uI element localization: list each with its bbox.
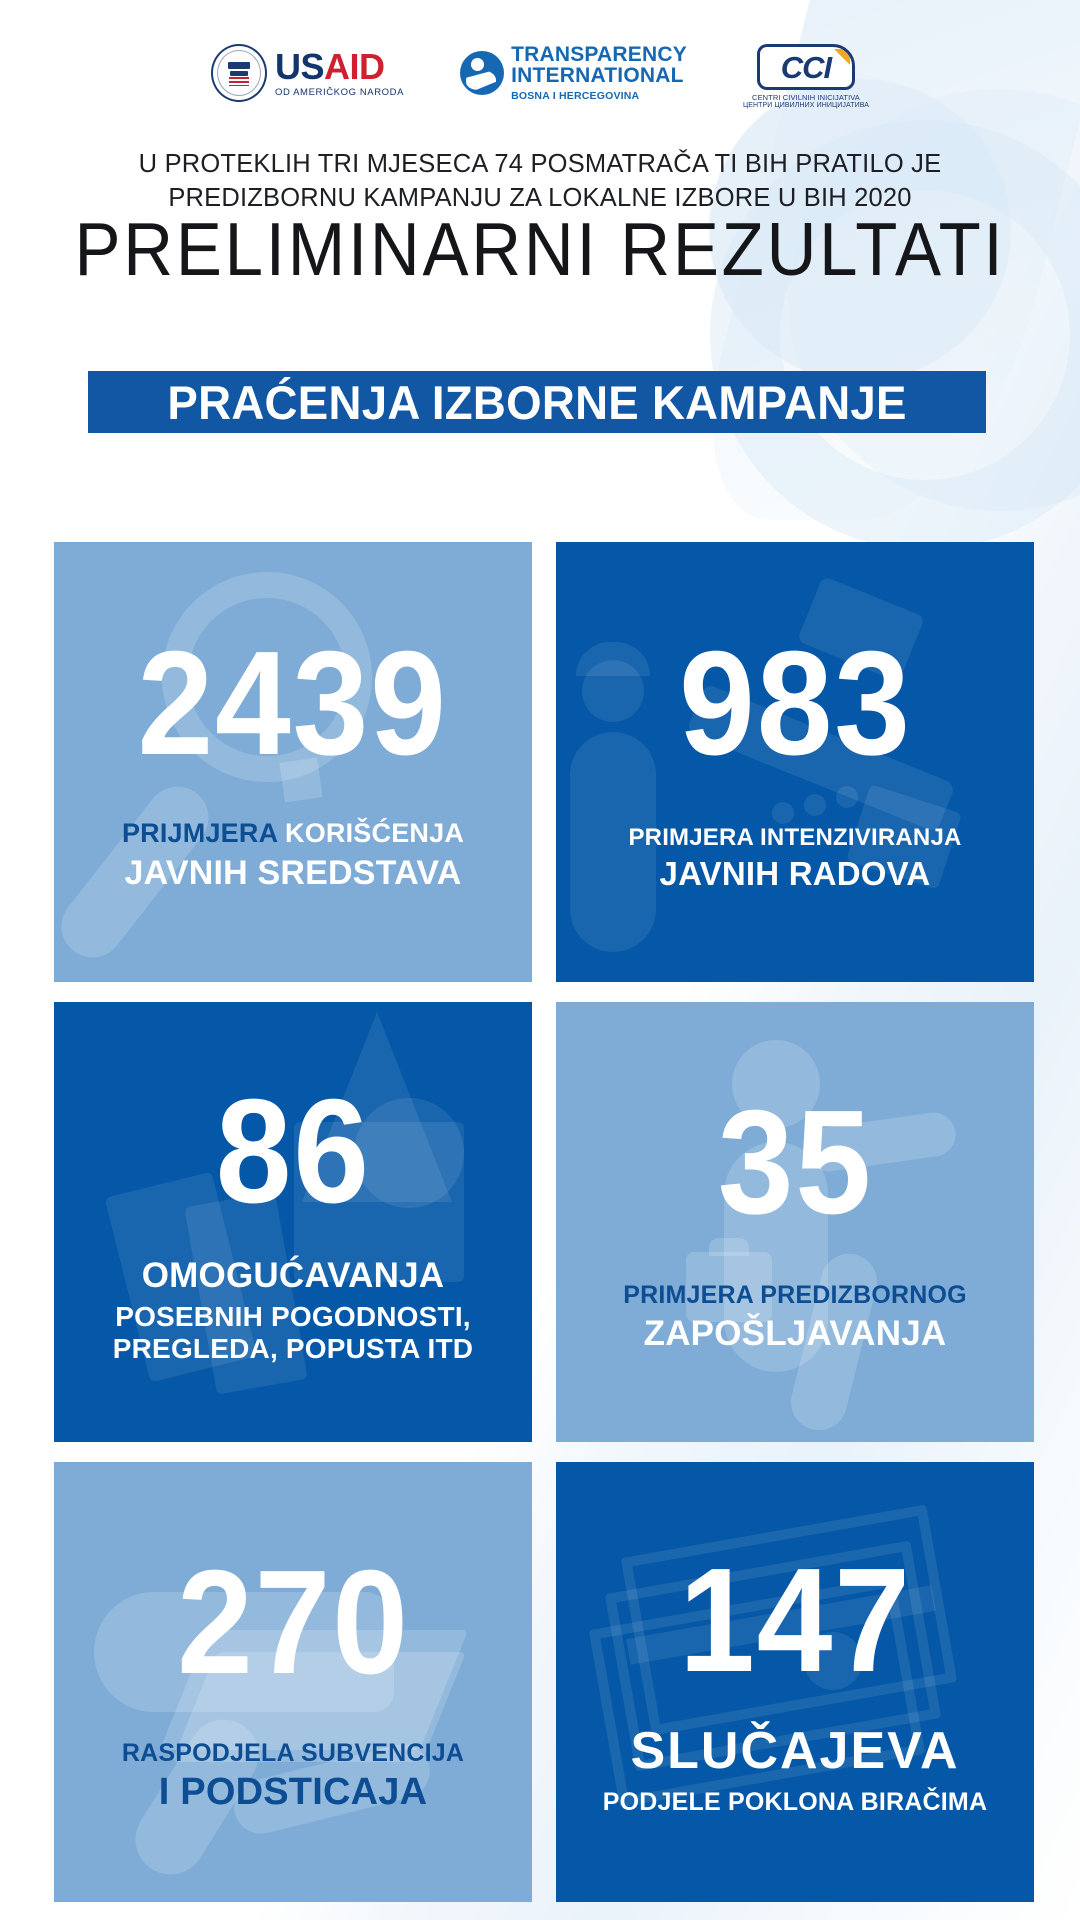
stat-label-line-2: POSEBNIH POGODNOSTI, (115, 1300, 471, 1332)
stat-label-line-2: PODJELE POKLONA BIRAČIMA (602, 1787, 988, 1816)
stat-label-line-1: OMOGUĆAVANJA (141, 1255, 445, 1295)
usaid-word-us: US (274, 45, 325, 87)
stat-label-line-1: PRIMJERA PREDIZBORNOG (623, 1280, 967, 1309)
stat-label-line-2: JAVNIH RADOVA (659, 855, 931, 893)
cci-logo: CCI CENTRI CIVILNIH INICIJATIVA ЦЕНТРИ Ц… (743, 44, 869, 109)
stat-number: 86 (215, 1068, 371, 1234)
usaid-logo: USAID OD AMERIČKOG NARODA (210, 44, 405, 102)
stat-label-line-1: RASPODJELA SUBVENCIJA (121, 1739, 465, 1768)
stat-label-line-2: I PODSTICAJA (158, 1771, 428, 1814)
stat-card-javni-radovi: 983 PRIMJERA INTENZIVIRANJA JAVNIH RADOV… (556, 542, 1034, 982)
stat-card-pokloni: 147 SLUČAJEVA PODJELE POKLONA BIRAČIMA (556, 1462, 1034, 1902)
ti-line-2: INTERNATIONAL (511, 64, 684, 88)
subheadline-line-2: PREDIZBORNU KAMPANJU ZA LOKALNE IZBORE U… (168, 183, 912, 212)
stat-number: 35 (717, 1079, 873, 1245)
stat-number: 2439 (137, 621, 449, 787)
stat-card-pogodnosti: 86 OMOGUĆAVANJA POSEBNIH POGODNOSTI, PRE… (54, 1002, 532, 1442)
stat-label-line-1: SLUČAJEVA (630, 1721, 960, 1780)
worker-head-icon (582, 660, 644, 722)
usaid-word-aid: AID (323, 45, 385, 87)
roller-icon (772, 802, 794, 824)
stat-label-line-2: JAVNIH SREDSTAVA (124, 853, 462, 892)
logo-row: USAID OD AMERIČKOG NARODA TRANSPARENCY I… (0, 44, 1080, 109)
cci-sub-cyrillic: ЦЕНТРИ ЦИВИЛНИХ ИНИЦИЈАТИВА (742, 102, 870, 109)
stat-label-line-1: PRIMJERA INTENZIVIRANJA (628, 824, 962, 852)
usaid-seal-icon (210, 44, 267, 102)
roller-icon-2 (804, 794, 826, 816)
page-title: PRELIMINARNI REZULTATI (74, 207, 1006, 291)
stats-grid: 2439 PRIJMJERA KORIŠĆENJA JAVNIH SREDSTA… (54, 542, 1034, 1902)
ti-line-3: BOSNA I HERCEGOVINA (511, 89, 640, 102)
stat-label-line-2: ZAPOŠLJAVANJA (643, 1314, 947, 1354)
cci-sub-latin: CENTRI CIVILNIH INICIJATIVA (752, 93, 860, 102)
banner-text: PRAĆENJA IZBORNE KAMPANJE (167, 375, 907, 429)
stat-number: 983 (678, 621, 912, 787)
stat-number: 270 (176, 1540, 410, 1706)
worker-helmet-icon (576, 642, 650, 676)
stat-card-zaposljavanje: 35 PRIMJERA PREDIZBORNOG ZAPOŠLJAVANJA (556, 1002, 1034, 1442)
ti-line-1: TRANSPARENCY (511, 43, 687, 66)
roller-icon-3 (836, 786, 858, 808)
cci-letters: CCI (780, 49, 832, 85)
stat-card-javna-sredstva: 2439 PRIJMJERA KORIŠĆENJA JAVNIH SREDSTA… (54, 542, 532, 982)
stat-card-subvencije: 270 RASPODJELA SUBVENCIJA I PODSTICAJA (54, 1462, 532, 1902)
usaid-tagline: OD AMERIČKOG NARODA (274, 86, 405, 98)
stat-label-highlight: PRIJMJERA (121, 818, 278, 849)
cci-mark-icon: CCI (756, 44, 855, 90)
subheadline-line-1: U PROTEKLIH TRI MJESECA 74 POSMATRAČA TI… (138, 150, 942, 178)
cci-triangle-icon (833, 49, 850, 65)
subheadline: U PROTEKLIH TRI MJESECA 74 POSMATRAČA TI… (0, 148, 1080, 215)
transparency-international-logo: TRANSPARENCY INTERNATIONAL BOSNA I HERCE… (460, 44, 687, 102)
stat-number: 147 (678, 1537, 912, 1703)
banner: PRAĆENJA IZBORNE KAMPANJE (88, 371, 986, 433)
transparency-person-icon (460, 50, 505, 95)
stat-label-rest: KORIŠĆENJA (285, 818, 465, 849)
stat-label-line-3: PREGLEDA, POPUSTA ITD (112, 1333, 474, 1365)
